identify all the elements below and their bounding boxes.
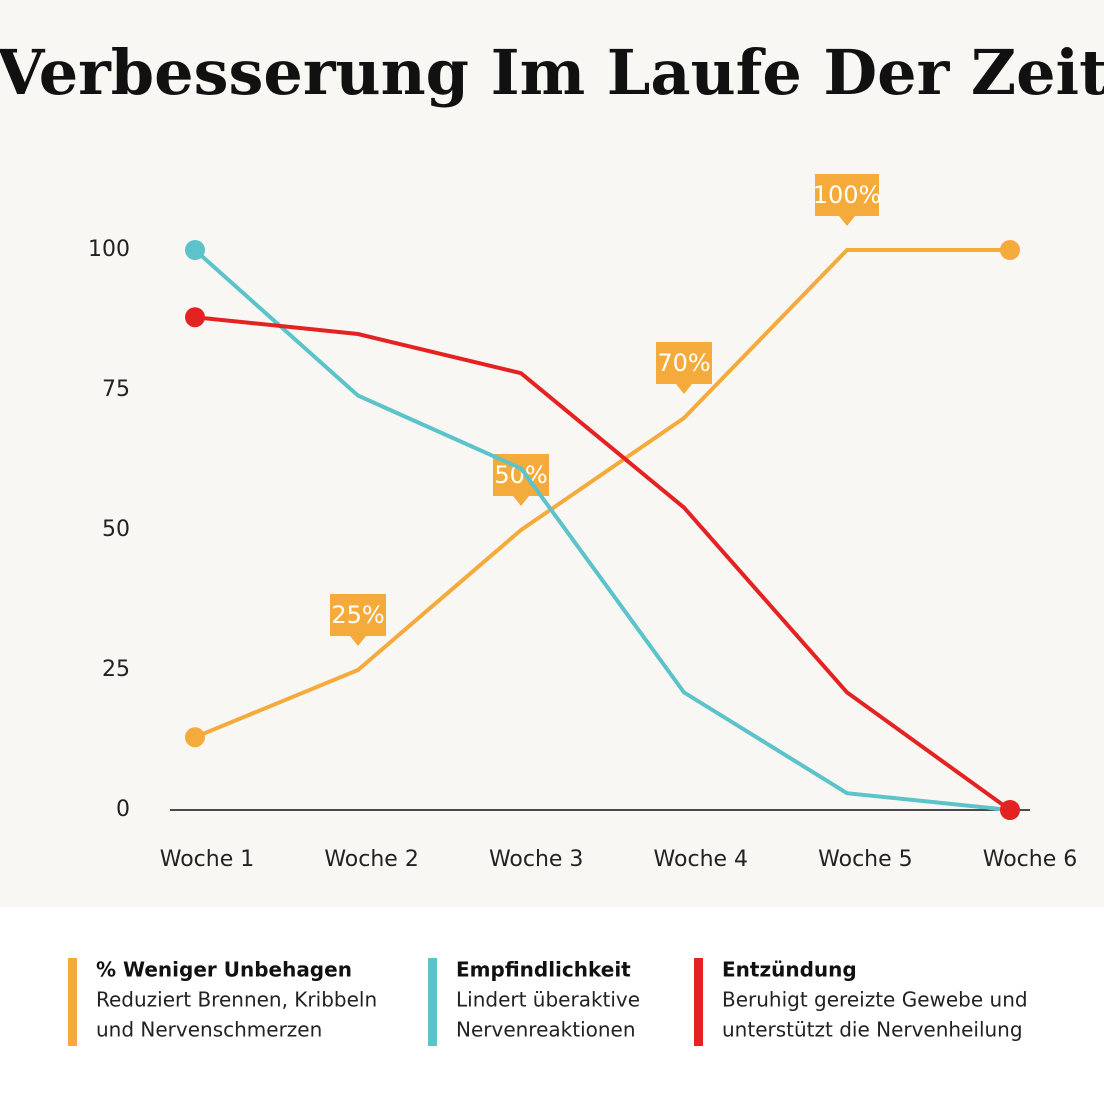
value-label: 70% [657, 349, 710, 377]
line-endpoint [185, 307, 205, 328]
value-label-box [493, 454, 549, 506]
legend-description: und Nervenschmerzen [96, 1018, 322, 1042]
legend-title: Entzündung [722, 958, 857, 982]
legend-description: unterstützt die Nervenheilung [722, 1018, 1023, 1042]
x-tick-label: Woche 4 [654, 847, 749, 872]
y-tick-label: 75 [102, 377, 130, 402]
line-endpoint [1000, 800, 1020, 820]
plot-background [0, 0, 1104, 907]
series-line [194, 315, 1012, 812]
value-label: 25% [331, 601, 384, 629]
x-tick-label: Woche 1 [160, 847, 255, 872]
series-line [193, 248, 1011, 812]
legend-swatch [68, 958, 77, 1046]
line-endpoint [1000, 240, 1020, 260]
x-tick-label: Woche 3 [489, 847, 584, 872]
value-label-box [656, 342, 712, 394]
value-label-box [330, 594, 386, 646]
legend-background [0, 907, 1104, 1104]
x-tick-label: Woche 5 [818, 847, 913, 872]
legend-title: Empfindlichkeit [456, 958, 631, 982]
line-endpoint [185, 240, 205, 260]
value-label: 100% [813, 181, 882, 209]
legend-title: % Weniger Unbehagen [96, 958, 352, 982]
y-tick-label: 0 [116, 797, 130, 822]
value-label-box [815, 174, 879, 226]
chart-title: Verbesserung Im Laufe Der Zeit [0, 36, 1104, 109]
y-tick-label: 25 [102, 657, 130, 682]
legend-description: Beruhigt gereizte Gewebe und [722, 988, 1028, 1012]
value-label: 50% [494, 461, 547, 489]
legend-description: Nervenreaktionen [456, 1018, 636, 1042]
y-tick-label: 100 [88, 237, 130, 262]
y-tick-label: 50 [102, 517, 130, 542]
legend-swatch [694, 958, 703, 1046]
legend-description: Lindert überaktive [456, 988, 640, 1012]
x-tick-label: Woche 6 [983, 847, 1078, 872]
line-endpoint [185, 727, 205, 748]
legend-swatch [428, 958, 437, 1046]
series-line [194, 248, 1010, 740]
legend-description: Reduziert Brennen, Kribbeln [96, 988, 377, 1012]
x-tick-label: Woche 2 [324, 847, 419, 872]
